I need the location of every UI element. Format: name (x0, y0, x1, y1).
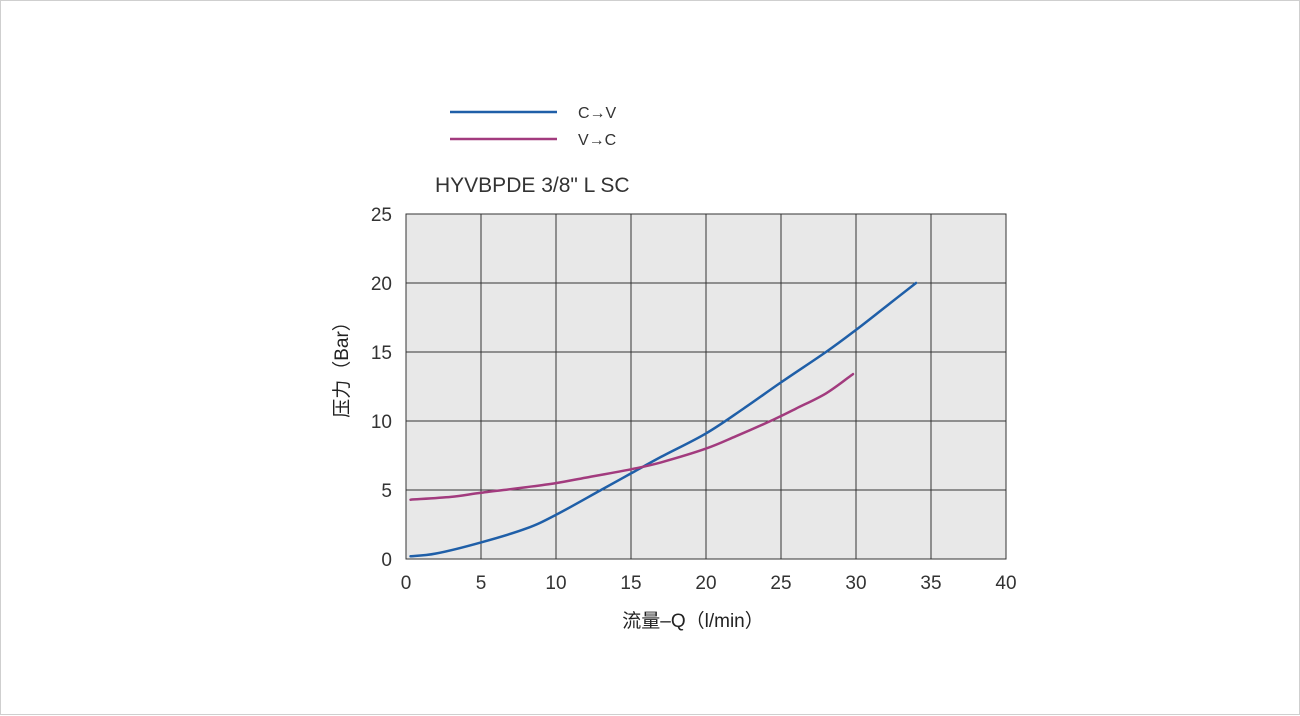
x-tick-label: 0 (401, 573, 412, 594)
chart-title: HYVBPDE 3/8" L SC (435, 174, 630, 197)
x-tick-label: 20 (695, 573, 716, 594)
y-tick-label: 0 (381, 550, 392, 571)
y-tick-label: 5 (381, 481, 392, 502)
y-tick-label: 10 (371, 412, 392, 433)
x-tick-label: 35 (920, 573, 941, 594)
x-tick-label: 15 (620, 573, 641, 594)
x-axis-label: 流量–Q（l/min） (622, 610, 763, 632)
y-tick-label: 15 (371, 343, 392, 364)
x-tick-label: 10 (545, 573, 566, 594)
tick-labels: 0 5 10 15 20 25 30 35 40 0 5 10 15 20 25 (371, 205, 1017, 594)
legend-label: C→V (578, 105, 617, 122)
series-line-c-to-v (409, 281, 918, 558)
series-lines (409, 281, 918, 558)
grid-lines (406, 214, 1006, 559)
legend: C→V V→C (450, 105, 617, 149)
y-axis-label: 压力（Bar） (331, 312, 353, 418)
x-tick-label: 25 (770, 573, 791, 594)
y-tick-label: 20 (371, 274, 392, 295)
legend-label: V→C (578, 132, 616, 149)
x-tick-label: 30 (845, 573, 866, 594)
series-line-v-to-c (409, 372, 855, 501)
x-tick-label: 5 (476, 573, 487, 594)
y-tick-label: 25 (371, 205, 392, 226)
x-tick-label: 40 (995, 573, 1016, 594)
